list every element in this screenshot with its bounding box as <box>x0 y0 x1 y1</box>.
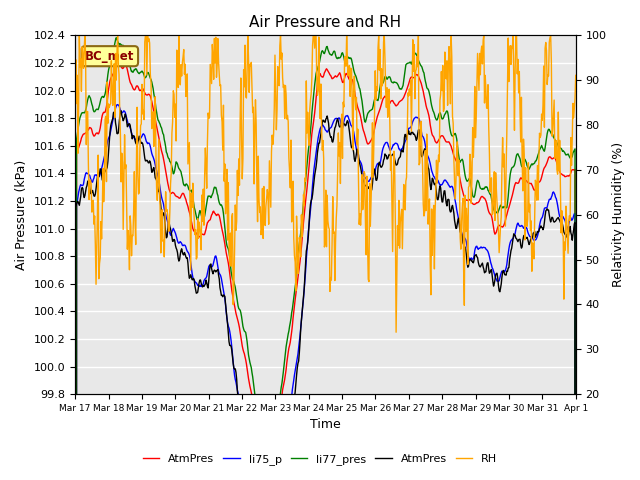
AtmPres <box>387 153 394 158</box>
li77_pres <box>184 182 191 188</box>
RH <box>402 179 410 184</box>
AtmPres <box>117 108 125 114</box>
AtmPres <box>210 208 218 214</box>
li75_p <box>401 138 409 144</box>
li77_pres <box>387 76 394 82</box>
AtmPres <box>210 268 218 274</box>
Line: AtmPres: AtmPres <box>75 62 576 480</box>
RH <box>392 329 400 335</box>
Y-axis label: Air Pressure (kPa): Air Pressure (kPa) <box>15 160 28 270</box>
RH <box>71 116 79 122</box>
li75_p <box>387 147 394 153</box>
RH <box>81 33 89 38</box>
Title: Air Pressure and RH: Air Pressure and RH <box>250 15 401 30</box>
AtmPres <box>401 132 409 137</box>
li77_pres <box>401 67 409 73</box>
AtmPres <box>132 83 140 89</box>
AtmPres <box>184 202 191 207</box>
RH <box>572 72 580 78</box>
RH <box>387 167 394 173</box>
Y-axis label: Relativity Humidity (%): Relativity Humidity (%) <box>612 142 625 288</box>
X-axis label: Time: Time <box>310 419 341 432</box>
li75_p <box>184 248 191 254</box>
RH <box>210 76 218 82</box>
AtmPres <box>401 91 409 97</box>
Line: li77_pres: li77_pres <box>75 38 576 480</box>
Line: AtmPres: AtmPres <box>75 111 576 480</box>
Line: RH: RH <box>75 36 576 332</box>
AtmPres <box>81 131 88 137</box>
AtmPres <box>81 195 88 201</box>
li75_p <box>114 102 122 108</box>
RH <box>76 33 83 38</box>
Line: li75_p: li75_p <box>75 105 576 480</box>
Legend: AtmPres, li75_p, li77_pres, AtmPres, RH: AtmPres, li75_p, li77_pres, AtmPres, RH <box>138 450 502 469</box>
AtmPres <box>387 99 394 105</box>
li77_pres <box>113 35 120 41</box>
Text: BC_met: BC_met <box>85 50 134 63</box>
li75_p <box>132 138 140 144</box>
AtmPres <box>115 60 123 65</box>
RH <box>132 162 140 168</box>
li77_pres <box>132 66 140 72</box>
li77_pres <box>210 187 218 192</box>
li75_p <box>210 259 218 265</box>
AtmPres <box>132 141 140 147</box>
li77_pres <box>81 110 88 116</box>
RH <box>184 71 191 77</box>
li75_p <box>81 177 88 182</box>
AtmPres <box>184 255 191 261</box>
